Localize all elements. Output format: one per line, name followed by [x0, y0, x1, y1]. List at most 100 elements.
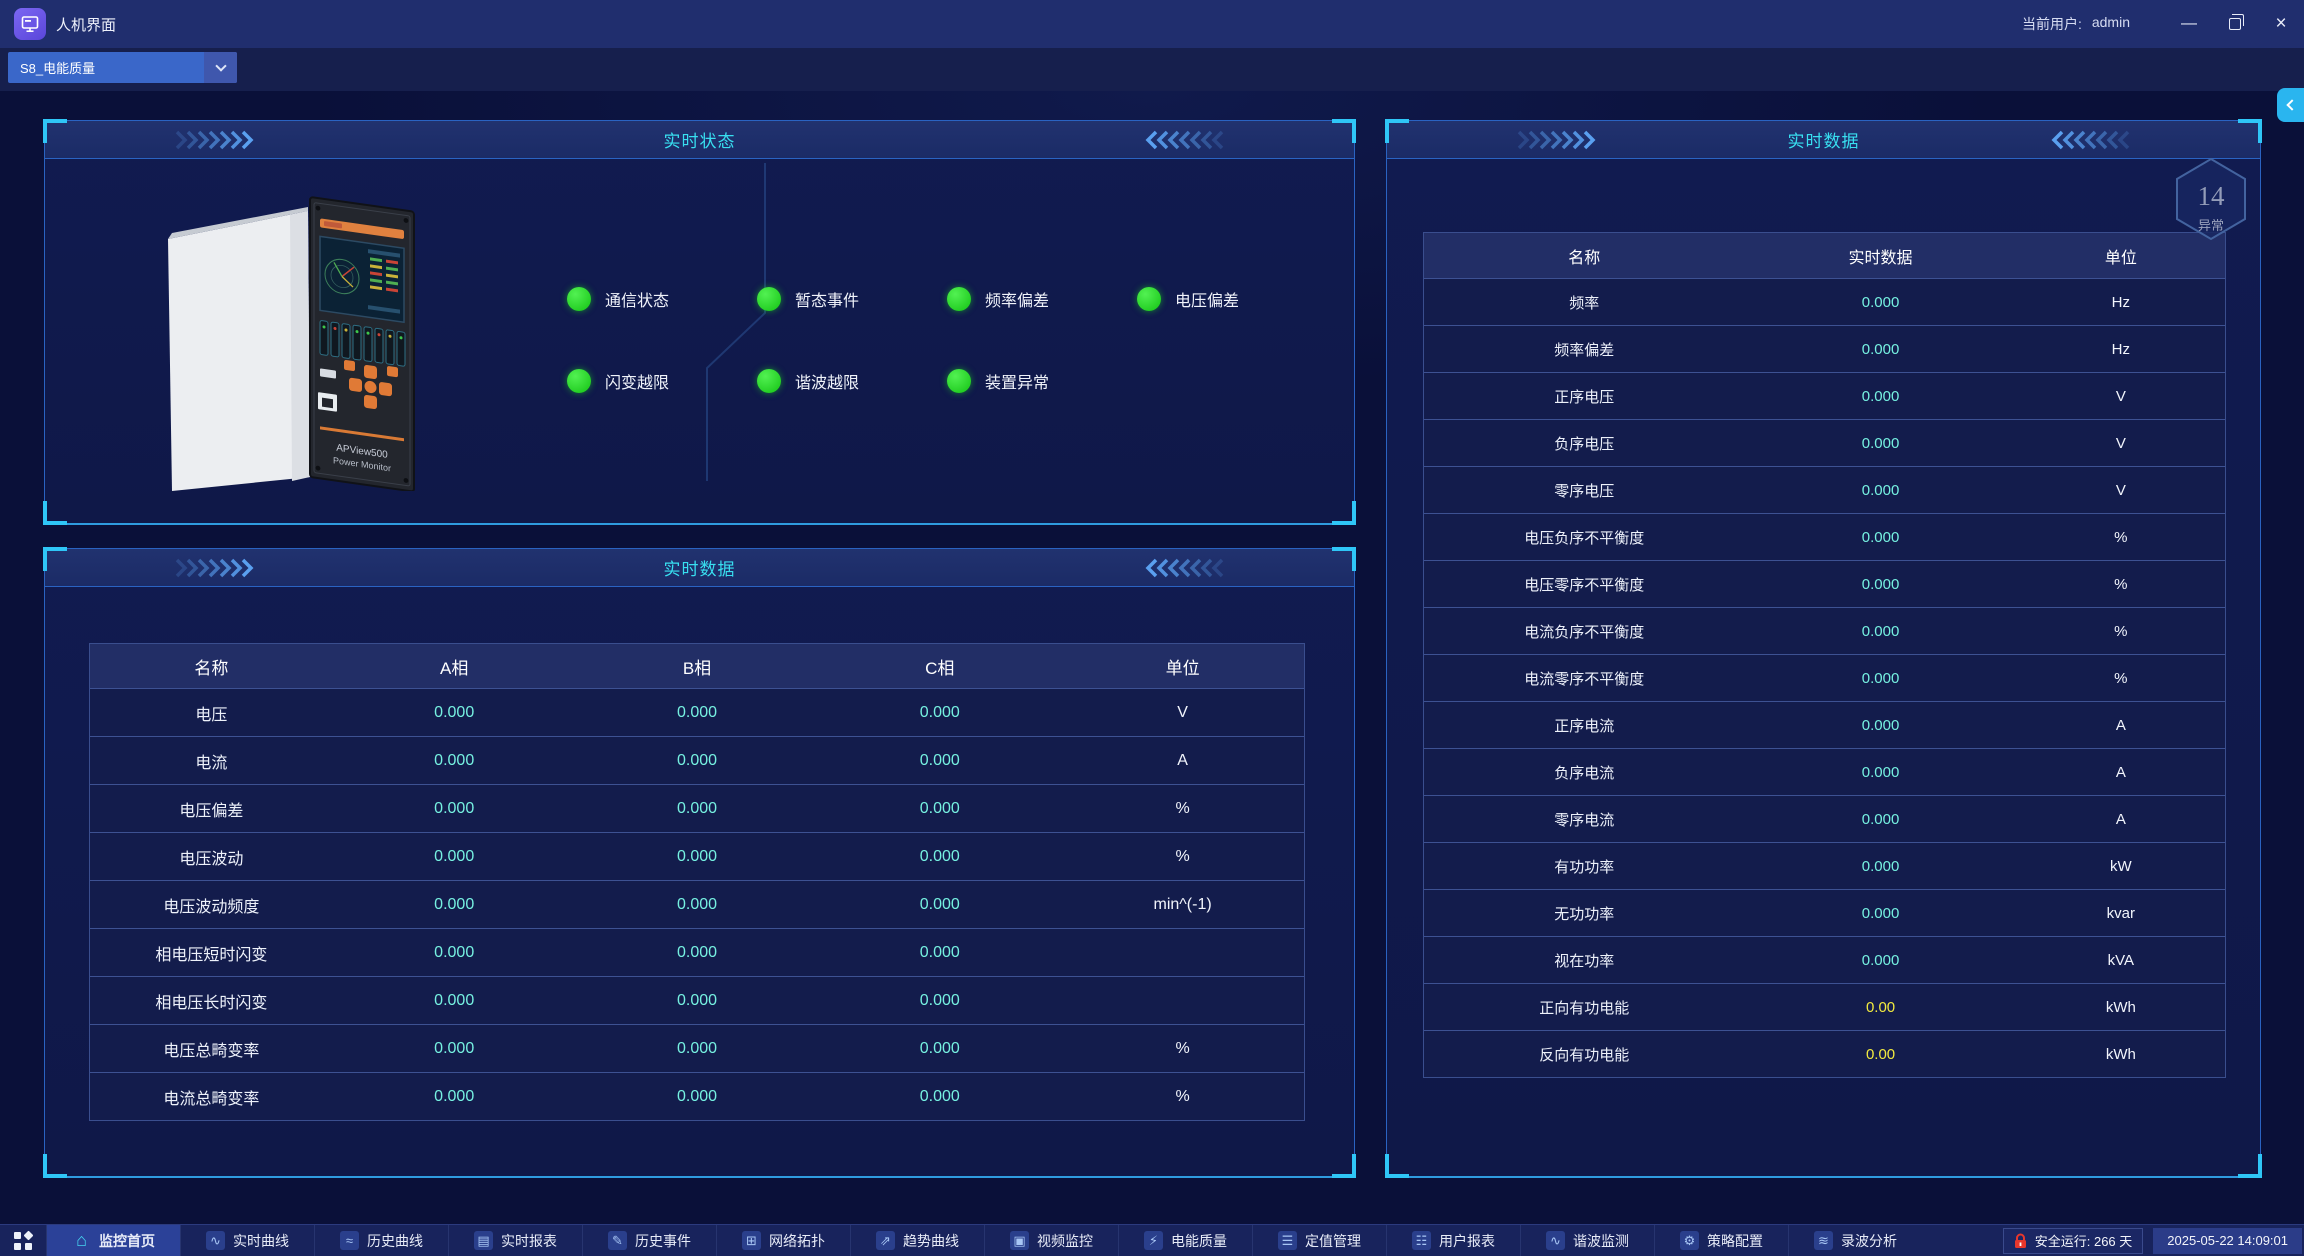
nav-tab-history-curve[interactable]: ≈ 历史曲线	[314, 1225, 448, 1256]
column-header: 单位	[1165, 658, 1200, 678]
corner-decoration	[43, 1154, 67, 1178]
nav-tab-label: 实时报表	[501, 1232, 557, 1249]
row-value-b: 0.000	[676, 847, 718, 865]
realtime-table-header: 名称 实时数据 单位	[1424, 233, 2225, 278]
table-row: 反向有功电能 0.00 kWh	[1424, 1030, 2225, 1077]
row-unit: %	[1175, 847, 1190, 865]
status-led-icon	[757, 287, 781, 311]
row-value: 0.000	[1861, 763, 1900, 781]
device-selector-dropdown[interactable]: S8_电能质量	[8, 52, 237, 83]
nav-tab-network-topology[interactable]: ⊞ 网络拓扑	[716, 1225, 850, 1256]
nav-tab-label: 视频监控	[1037, 1232, 1093, 1249]
sidebar-collapse-handle[interactable]	[2277, 88, 2304, 122]
table-row: 无功功率 0.000 kvar	[1424, 889, 2225, 936]
phase-table: 名称 A相 B相 C相 单位 电压 0.000 0.000 0.000 V 电流 0.000 0.00…	[89, 643, 1305, 1121]
row-value: 0.000	[1861, 575, 1900, 593]
app-title: 人机界面	[56, 16, 117, 34]
harmonic-icon: ∿	[1546, 1231, 1565, 1250]
row-name: 电流	[195, 754, 228, 772]
chevron-decoration-right	[1145, 130, 1224, 150]
row-value: 0.000	[1861, 669, 1900, 687]
row-unit: V	[1177, 703, 1188, 721]
row-value: 0.000	[1861, 340, 1900, 358]
nav-tab-label: 历史事件	[635, 1232, 691, 1249]
nav-tab-trend-curve[interactable]: ⇗ 趋势曲线	[850, 1225, 984, 1256]
panel-realtime-status: 实时状态	[43, 119, 1356, 525]
maximize-button[interactable]	[2212, 0, 2258, 48]
dropdown-arrow-box	[204, 52, 237, 83]
row-value: 0.000	[1861, 810, 1900, 828]
nav-tab-strategy-config[interactable]: ⚙ 策略配置	[1654, 1225, 1788, 1256]
status-led-icon	[757, 369, 781, 393]
status-indicator-label: 闪变越限	[605, 375, 670, 392]
nav-tab-wave-analysis[interactable]: ≋ 录波分析	[1788, 1225, 1922, 1256]
realtime-table: 名称 实时数据 单位 频率 0.000 Hz 频率偏差 0.000 Hz 正序电压 0.000 V 负…	[1423, 232, 2226, 1078]
table-row: 电压波动频度 0.000 0.000 0.000 min^(-1)	[90, 880, 1304, 928]
trend-icon: ⇗	[876, 1231, 895, 1250]
row-unit: %	[2114, 575, 2128, 593]
safe-run-text: 安全运行: 266 天	[2034, 1234, 2133, 1249]
row-unit: Hz	[2111, 340, 2131, 358]
table-row: 负序电流 0.000 A	[1424, 748, 2225, 795]
corner-decoration	[1385, 1154, 1409, 1178]
chevron-left-icon	[2286, 99, 2298, 111]
row-unit: %	[1175, 799, 1190, 817]
row-value-c: 0.000	[919, 991, 960, 1009]
apps-menu-button[interactable]	[0, 1225, 46, 1256]
anomaly-badge[interactable]: 14 异常	[2174, 157, 2248, 246]
status-led-icon	[567, 369, 591, 393]
corner-decoration	[1332, 119, 1356, 143]
column-header: 实时数据	[1848, 249, 1913, 267]
row-unit: V	[2115, 481, 2126, 499]
row-value-b: 0.000	[676, 799, 718, 817]
nav-tab-realtime-curve[interactable]: ∿ 实时曲线	[180, 1225, 314, 1256]
row-name: 电压波动	[179, 850, 244, 868]
panel-realtime-data: 实时数据 14 异常 名称 实时数据 单位 频率 0.000 Hz 频率偏差 0.000 Hz…	[1385, 119, 2262, 1178]
row-name: 视在功率	[1554, 952, 1615, 970]
row-unit: A	[2115, 763, 2126, 781]
corner-decoration	[1385, 119, 1409, 143]
curve-icon: ∿	[206, 1231, 225, 1250]
chevron-down-icon	[214, 59, 227, 72]
nav-tab-user-report[interactable]: ☷ 用户报表	[1386, 1225, 1520, 1256]
corner-decoration	[43, 501, 67, 525]
row-value-a: 0.000	[434, 991, 475, 1009]
nav-tab-harmonic-monitor[interactable]: ∿ 谐波监测	[1520, 1225, 1654, 1256]
row-unit: %	[2114, 622, 2128, 640]
corner-decoration	[1332, 1154, 1356, 1178]
phase-table-header: 名称 A相 B相 C相 单位	[90, 644, 1304, 688]
status-indicator: 闪变越限	[567, 369, 757, 393]
table-row: 电压 0.000 0.000 0.000 V	[90, 688, 1304, 736]
nav-tab-setpoint-management[interactable]: ☰ 定值管理	[1252, 1225, 1386, 1256]
table-row: 零序电流 0.000 A	[1424, 795, 2225, 842]
panel-phase-data: 实时数据 名称 A相 B相 C相 单位 电压 0.000 0.000 0.000 V 电流 0.00…	[43, 547, 1356, 1178]
nav-tab-label: 策略配置	[1707, 1232, 1763, 1249]
status-indicator-label: 暂态事件	[795, 293, 860, 310]
minimize-button[interactable]: —	[2181, 15, 2197, 32]
corner-decoration	[2238, 119, 2262, 143]
nav-tab-label: 趋势曲线	[903, 1232, 959, 1249]
nav-tab-label: 历史曲线	[367, 1232, 423, 1249]
nav-tab-video-monitor[interactable]: ▣ 视频监控	[984, 1225, 1118, 1256]
table-row: 视在功率 0.000 kVA	[1424, 936, 2225, 983]
row-name: 电压负序不平衡度	[1524, 529, 1645, 547]
row-name: 负序电压	[1554, 435, 1615, 453]
anomaly-count: 14	[2197, 181, 2225, 211]
realtime-table-body: 频率 0.000 Hz 频率偏差 0.000 Hz 正序电压 0.000 V 负序电压 0.000 V…	[1424, 278, 2225, 1077]
hexagon-icon	[2176, 157, 2246, 241]
panel-header: 实时数据	[1387, 121, 2260, 159]
row-unit: kWh	[2105, 1045, 2136, 1063]
corner-decoration	[43, 547, 67, 571]
safe-run-box: 安全运行: 266 天	[2002, 1227, 2144, 1254]
close-button[interactable]: ×	[2275, 13, 2287, 34]
nav-tab-label: 谐波监测	[1573, 1232, 1629, 1249]
row-value: 0.000	[1861, 857, 1900, 875]
row-value: 0.000	[1861, 716, 1900, 734]
nav-tab-power-quality[interactable]: ⚡ 电能质量	[1118, 1225, 1252, 1256]
nav-tab-monitor-home[interactable]: ⌂ 监控首页	[46, 1225, 180, 1256]
nav-tab-realtime-report[interactable]: ▤ 实时报表	[448, 1225, 582, 1256]
corner-decoration	[2238, 1154, 2262, 1178]
anomaly-label: 异常	[2197, 218, 2224, 233]
nav-tab-history-event[interactable]: ✎ 历史事件	[582, 1225, 716, 1256]
status-indicator: 通信状态	[567, 287, 757, 311]
